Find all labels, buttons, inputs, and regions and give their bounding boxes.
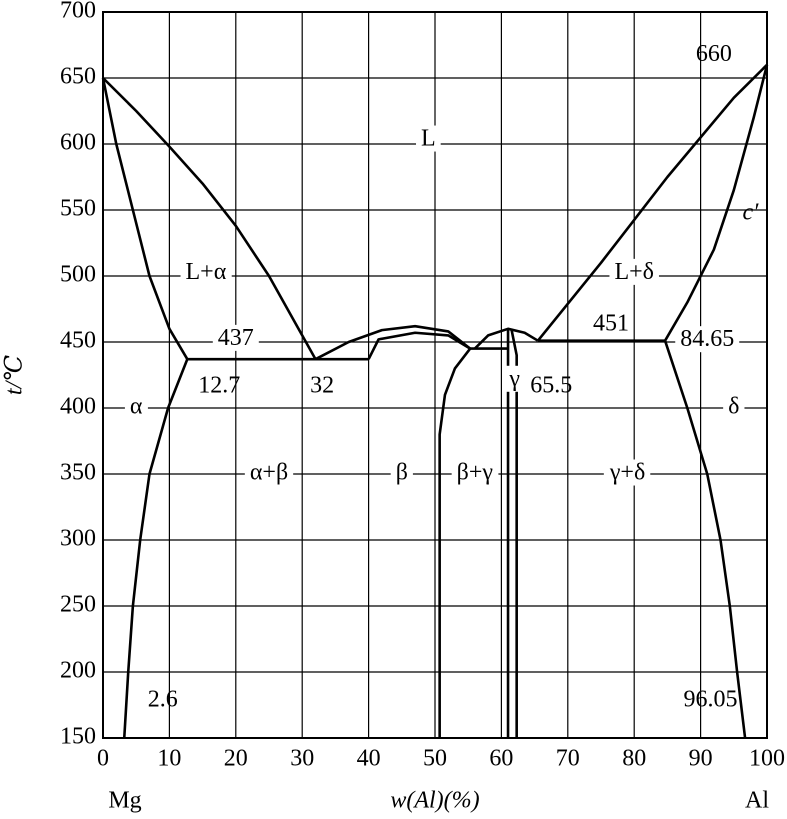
label-background	[390, 459, 413, 486]
annotation: γ+δ	[609, 460, 645, 486]
phase-boundary	[536, 63, 768, 342]
phase-boundary	[438, 347, 472, 738]
annotation: L	[421, 126, 436, 152]
y-tick-label: 450	[60, 328, 96, 354]
phase-boundary	[663, 340, 747, 739]
x-tick-label: 10	[157, 746, 181, 772]
label-background	[212, 324, 259, 351]
annotation: β	[396, 460, 408, 486]
label-background	[675, 326, 740, 353]
x-tick-label: 90	[689, 746, 713, 772]
phase-boundary	[367, 331, 471, 360]
y-tick-label: 550	[60, 196, 96, 222]
y-axis-label: t/℃	[2, 355, 28, 395]
annotation: 65.5	[530, 372, 572, 398]
annotation: α	[130, 394, 143, 420]
y-tick-label: 200	[60, 658, 96, 684]
annotation: 84.65	[680, 326, 734, 352]
annotation: α+β	[250, 460, 288, 486]
phase-boundary	[473, 327, 539, 350]
x-tick-label: 80	[622, 746, 646, 772]
annotation: γ	[508, 366, 520, 392]
annotation: L+δ	[614, 259, 654, 285]
y-tick-label: 250	[60, 592, 96, 618]
phase-boundary	[101, 77, 189, 360]
label-background	[124, 393, 148, 420]
y-tick-label: 150	[60, 724, 96, 750]
left-end-label: Mg	[108, 788, 141, 814]
label-background	[180, 258, 232, 285]
label-background	[416, 125, 441, 152]
x-tick-label: 30	[290, 746, 314, 772]
x-tick-label: 50	[423, 746, 447, 772]
y-tick-label: 350	[60, 460, 96, 486]
annotation: L+α	[186, 259, 227, 285]
phase-boundary	[663, 64, 769, 342]
right-end-label: Al	[745, 788, 769, 814]
x-tick-label: 40	[357, 746, 381, 772]
y-tick-label: 300	[60, 526, 96, 552]
annotation: 660	[696, 41, 732, 67]
annotation: 437	[218, 325, 254, 351]
phase-boundary	[510, 328, 518, 738]
annotation: δ	[728, 394, 739, 420]
annotation: β+γ	[457, 460, 494, 486]
label-background	[603, 459, 651, 486]
y-tick-label: 700	[60, 0, 96, 24]
x-tick-label: 20	[224, 746, 248, 772]
annotation: 96.05	[684, 687, 738, 713]
y-tick-label: 500	[60, 262, 96, 288]
x-tick-label: 60	[489, 746, 513, 772]
y-tick-label: 400	[60, 394, 96, 420]
annotation: 32	[310, 372, 334, 398]
annotation: 451	[593, 310, 629, 336]
y-tick-label: 650	[60, 64, 96, 90]
phase-boundary	[314, 324, 471, 361]
label-background	[503, 365, 526, 392]
annotation: 12.7	[198, 372, 240, 398]
x-tick-label: 70	[556, 746, 580, 772]
x-tick-label: 0	[97, 746, 109, 772]
label-background	[451, 459, 499, 486]
label-background	[723, 393, 745, 420]
y-tick-label: 600	[60, 130, 96, 156]
annotation: 2.6	[148, 687, 178, 713]
x-axis-label: w(Al)(%)	[390, 788, 479, 814]
label-background	[609, 258, 659, 285]
x-tick-label: 100	[749, 746, 785, 772]
phase-boundary	[102, 77, 317, 360]
label-background	[244, 459, 294, 486]
annotation: c′	[742, 199, 759, 225]
phase-boundary	[122, 358, 189, 739]
